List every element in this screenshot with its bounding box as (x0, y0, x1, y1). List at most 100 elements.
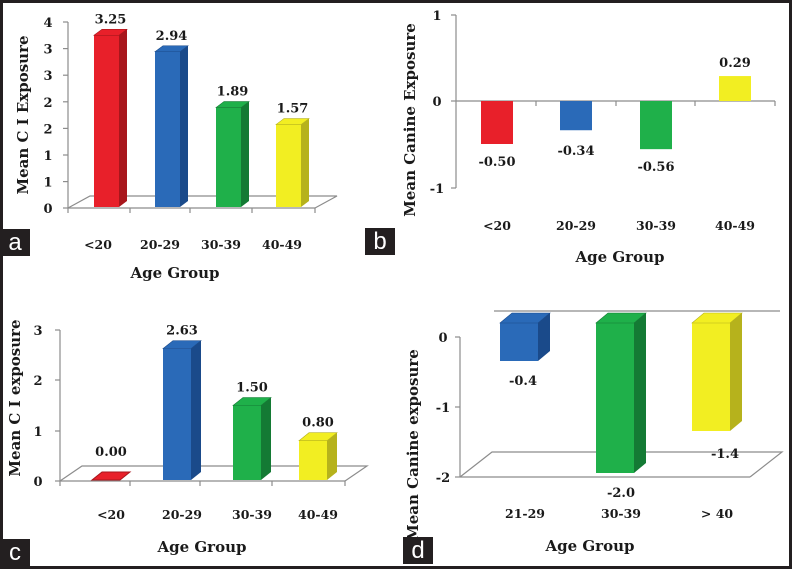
chart-panel-b: 1 0 -1 -0.50 <20 -0.34 20-29 -0.56 30-39 0.29 40-4… (401, 9, 776, 266)
x-category-label: 20-29 (556, 218, 596, 233)
bar-front-1 (596, 323, 634, 473)
x-category-label: 30-39 (636, 218, 676, 233)
x-category-label: <20 (84, 237, 112, 252)
y-tick-label: -1 (430, 182, 444, 197)
y-tick-label: 2 (43, 96, 52, 111)
x-axis-title: Age Group (544, 537, 634, 555)
panel-label-b: b (365, 228, 395, 255)
y-tick-label: -2 (436, 471, 450, 486)
y-tick-label: 0 (43, 202, 52, 217)
figure-canvas: 4 3 3 2 2 1 1 0 3.25 <20 2.94 20-29 1.89 30-39 1.57 40-… (6, 9, 784, 556)
bar-side-1 (191, 340, 201, 480)
y-axis-title: Mean Canine Exposure (401, 23, 419, 217)
bar-flat-0 (90, 471, 132, 481)
bar-top-2 (215, 101, 250, 108)
x-category-label: <20 (483, 218, 511, 233)
y-tick-label: 1 (432, 9, 441, 24)
y-tick-label: 1 (43, 149, 52, 164)
bar-top-0 (93, 28, 128, 36)
bar-front-1 (155, 51, 180, 208)
value-label: 0.80 (302, 416, 334, 431)
y-tick-label: -1 (436, 401, 450, 416)
floor-plane (59, 465, 369, 482)
value-label: -0.34 (557, 144, 594, 159)
x-category-label: 40-49 (262, 237, 302, 252)
bar-front-2 (692, 323, 730, 431)
panel-label-a: a (3, 229, 30, 256)
x-axis-title: Age Group (156, 538, 246, 556)
bar-side-2 (730, 313, 742, 431)
x-category-label: > 40 (701, 506, 734, 521)
x-axis-title: Age Group (129, 264, 219, 282)
y-axis-title: Mean Canine exposure (404, 349, 422, 541)
x-category-label: 20-29 (140, 237, 180, 252)
bar-top-3 (298, 432, 338, 442)
value-label: -1.4 (711, 447, 739, 462)
x-axis-title: Age Group (574, 248, 664, 266)
bar-3039 (640, 101, 672, 150)
value-label: 0.00 (95, 445, 127, 460)
x-category-label: 40-49 (298, 507, 338, 522)
x-category-label: <20 (97, 507, 125, 522)
bar-top-1 (595, 312, 647, 324)
y-tick-label: 2 (43, 122, 52, 137)
y-tick-label: 3 (33, 324, 42, 339)
y-tick-label: 2 (33, 374, 42, 389)
y-tick-label: 3 (43, 69, 52, 84)
bar-top-1 (162, 340, 202, 349)
bar-20 (481, 101, 513, 144)
bar-front-0 (94, 35, 119, 208)
value-label: 3.25 (95, 12, 127, 27)
bar-top-2 (691, 312, 743, 324)
x-category-label: 30-39 (601, 506, 641, 521)
chart-panel-d: 0 -1 -2 -0.4 21-29 -2.0 30-39 -1.4 > 40 Age Group… (404, 310, 784, 555)
value-label: 2.94 (156, 29, 188, 44)
bar-side-0 (119, 29, 127, 207)
value-label: -0.56 (637, 160, 674, 175)
value-label: 1.89 (217, 85, 249, 100)
bar-4049 (719, 76, 751, 101)
y-tick-label: 0 (432, 95, 441, 110)
bar-top-1 (154, 45, 189, 53)
y-axis-title: Mean C I Exposure (14, 35, 32, 194)
y-tick-label: 0 (33, 475, 42, 490)
x-category-label: 30-39 (232, 507, 272, 522)
bar-top-0 (499, 312, 551, 324)
bar-front-3 (299, 440, 327, 480)
value-label: 1.50 (236, 381, 268, 396)
bar-front-3 (276, 124, 301, 207)
y-tick-label: 0 (438, 331, 447, 346)
bar-side-1 (634, 313, 646, 473)
x-category-label: 21-29 (505, 506, 545, 521)
x-category-label: 20-29 (162, 507, 202, 522)
x-category-label: 40-49 (715, 218, 755, 233)
x-category-label: 30-39 (201, 237, 241, 252)
y-tick-label: 1 (33, 425, 42, 440)
value-label: -0.4 (509, 374, 537, 389)
bar-front-0 (500, 323, 538, 361)
y-axis-title: Mean C I exposure (6, 319, 24, 476)
floor-plane (67, 195, 338, 209)
y-tick-label: 1 (43, 176, 52, 191)
bar-front-1 (163, 348, 191, 480)
bar-2029 (560, 101, 592, 131)
value-label: 2.63 (166, 324, 198, 339)
bar-side-2 (261, 397, 271, 480)
chart-panel-a: 4 3 3 2 2 1 1 0 3.25 <20 2.94 20-29 1.89 30-39 1.57 40-… (14, 12, 338, 282)
bar-side-2 (241, 101, 249, 207)
bar-side-0 (538, 313, 550, 361)
chart-panel-c: 3 2 1 0 0.00 <20 2.63 20-29 1.50 30-39 0.80 40-49 Ag… (6, 319, 369, 556)
value-label: -0.50 (478, 155, 515, 170)
value-label: 0.29 (719, 56, 751, 71)
panel-label-d: d (403, 537, 433, 564)
panel-label-c: c (3, 539, 30, 566)
bar-side-3 (301, 118, 309, 207)
bar-front-2 (233, 405, 261, 480)
value-label: 1.57 (277, 102, 309, 117)
bar-top-2 (232, 397, 272, 406)
y-tick-label: 3 (43, 43, 52, 58)
bar-side-3 (327, 432, 337, 480)
value-label: -2.0 (607, 486, 635, 501)
bar-top-3 (275, 118, 310, 125)
